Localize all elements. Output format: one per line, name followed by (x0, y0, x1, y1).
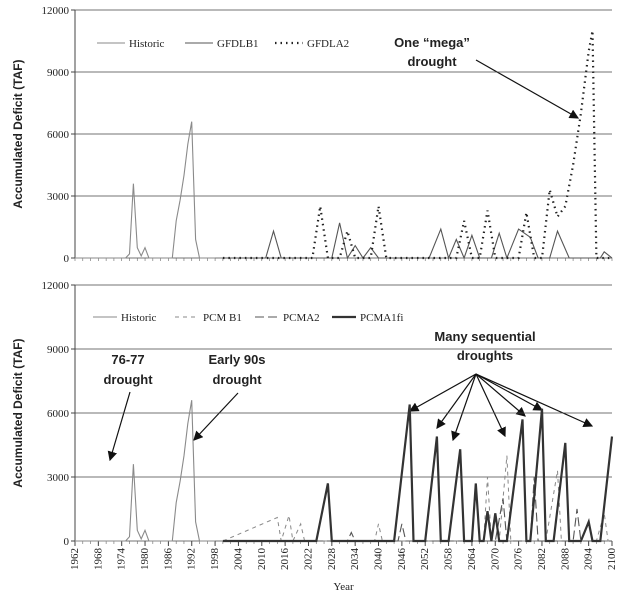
arrow (408, 373, 477, 412)
x-tick-label: 2070 (489, 548, 501, 571)
series-line (222, 455, 612, 543)
x-tick-label: 2058 (443, 548, 455, 571)
legend-label: PCMA1fi (360, 312, 403, 324)
series-line (222, 30, 612, 260)
series-line (75, 400, 216, 542)
series-line (222, 404, 614, 543)
x-tick-label: 2040 (373, 548, 385, 571)
x-axis-label: Year (333, 581, 354, 593)
x-tick-label: 2088 (559, 548, 571, 571)
series-line (222, 222, 613, 260)
arrow (436, 373, 477, 429)
x-tick-label: 2034 (349, 548, 361, 571)
y-tick-label: 9000 (47, 344, 70, 356)
arrow (475, 373, 594, 427)
arrow (475, 373, 526, 417)
series-line (222, 476, 612, 542)
x-tick-label: 1980 (139, 548, 151, 571)
x-tick-label: 1974 (116, 548, 128, 571)
arrow (475, 373, 506, 438)
y-tick-label: 9000 (47, 67, 70, 79)
annotation: 76-77 drought Early 90s drought Many seq… (103, 329, 594, 462)
y-tick-label: 3000 (47, 191, 70, 203)
arrow (193, 392, 239, 441)
x-tick-label: 2052 (419, 548, 431, 570)
y-tick-label: 0 (64, 253, 70, 265)
legend-label: Historic (121, 312, 157, 324)
legend-label: GFDLB1 (217, 38, 259, 50)
arrow (107, 391, 131, 462)
annotation-text: droughts (457, 348, 513, 363)
y-tick-label: 12000 (42, 280, 70, 292)
x-tick-label: 1968 (92, 548, 104, 571)
x-tick-label: 2010 (256, 548, 268, 571)
arrows (408, 373, 594, 442)
legend-label: GFDLA2 (307, 38, 349, 50)
annotation-text: Early 90s (208, 352, 265, 367)
panel: 0 3000 6000 9000 12000 Accumulated Deficit (T… (11, 280, 618, 593)
x-tick-label: 2082 (536, 548, 548, 570)
arrow (451, 373, 477, 442)
x-tick-label: 2100 (606, 548, 618, 571)
x-tick-label: 2016 (279, 548, 291, 571)
annotation-text: 76-77 (111, 352, 144, 367)
x-tick-label: 2028 (326, 548, 338, 571)
y-axis-label: Accumulated Deficit (TAF) (11, 338, 25, 487)
annotation-text: Many sequential (434, 329, 535, 344)
panel: 0 3000 6000 9000 12000 Accumulated Deficit (T… (11, 5, 613, 265)
y-tick-label: 3000 (47, 472, 70, 484)
y-tick-label: 0 (64, 536, 70, 548)
x-tick-label: 2094 (583, 548, 595, 571)
series-line (75, 121, 216, 259)
y-tick-label: 12000 (42, 5, 70, 17)
x-tick-label: 2076 (513, 548, 525, 571)
y-tick-label: 6000 (47, 129, 70, 141)
legend-label: PCMA2 (283, 312, 320, 324)
x-tick-label: 1998 (209, 548, 221, 571)
y-axis-label: Accumulated Deficit (TAF) (11, 59, 25, 208)
x-tick-label: 1986 (162, 548, 174, 571)
annotation-text: drought (212, 372, 262, 387)
y-tick-label: 6000 (47, 408, 70, 420)
annotation-text: drought (407, 54, 457, 69)
arrow (475, 373, 544, 411)
x-tick-label: 2022 (302, 548, 314, 570)
legend-label: Historic (129, 38, 165, 50)
annotation: One “mega” drought (394, 35, 580, 119)
x-tick-label: 2064 (466, 548, 478, 571)
annotation-text: drought (103, 372, 153, 387)
legend-label: PCM B1 (203, 312, 242, 324)
annotation-text: One “mega” (394, 35, 470, 50)
x-tick-label: 1962 (69, 548, 81, 570)
arrow (475, 59, 580, 119)
x-tick-label: 2004 (232, 548, 244, 571)
x-tick-label: 2046 (396, 548, 408, 571)
x-tick-label: 1992 (186, 548, 198, 570)
